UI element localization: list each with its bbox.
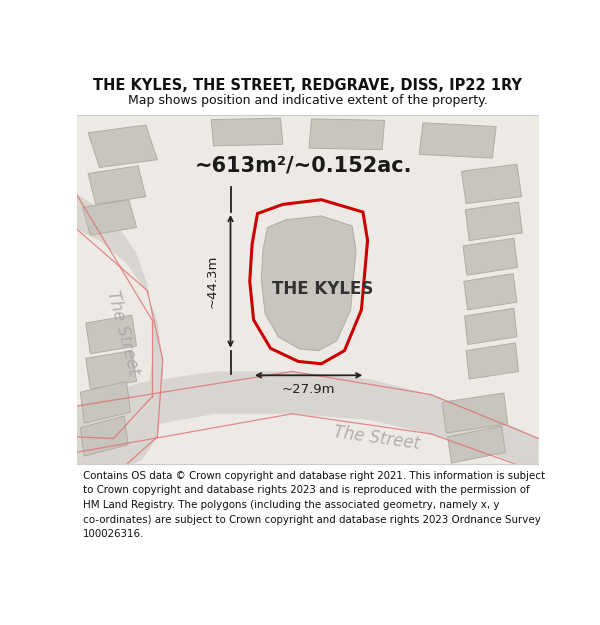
Polygon shape: [448, 426, 505, 463]
Text: co-ordinates) are subject to Crown copyright and database rights 2023 Ordnance S: co-ordinates) are subject to Crown copyr…: [83, 514, 541, 524]
Text: The Street: The Street: [103, 289, 143, 378]
Polygon shape: [464, 274, 517, 310]
Text: THE KYLES, THE STREET, REDGRAVE, DISS, IP22 1RY: THE KYLES, THE STREET, REDGRAVE, DISS, I…: [93, 78, 522, 93]
Polygon shape: [77, 194, 163, 468]
Text: to Crown copyright and database rights 2023 and is reproduced with the permissio: to Crown copyright and database rights 2…: [83, 486, 529, 496]
Polygon shape: [463, 238, 518, 275]
Polygon shape: [86, 351, 137, 389]
Polygon shape: [88, 166, 146, 204]
Polygon shape: [464, 308, 517, 344]
Polygon shape: [442, 393, 508, 433]
Polygon shape: [80, 416, 128, 456]
Polygon shape: [461, 164, 521, 204]
Bar: [77, 75, 539, 115]
Polygon shape: [466, 202, 523, 241]
Text: ~613m²/~0.152ac.: ~613m²/~0.152ac.: [195, 156, 412, 176]
Text: 100026316.: 100026316.: [83, 529, 144, 539]
Polygon shape: [88, 125, 157, 168]
Text: ~44.3m: ~44.3m: [206, 254, 218, 308]
Polygon shape: [419, 122, 496, 158]
Polygon shape: [466, 343, 518, 379]
Polygon shape: [309, 119, 385, 150]
Polygon shape: [80, 381, 130, 423]
Text: Contains OS data © Crown copyright and database right 2021. This information is : Contains OS data © Crown copyright and d…: [83, 471, 545, 481]
Text: The Street: The Street: [332, 424, 421, 453]
Polygon shape: [262, 216, 356, 351]
Polygon shape: [83, 200, 137, 235]
Polygon shape: [86, 315, 137, 354]
Polygon shape: [77, 371, 539, 472]
Text: HM Land Registry. The polygons (including the associated geometry, namely x, y: HM Land Registry. The polygons (includin…: [83, 500, 499, 510]
Bar: [77, 464, 539, 556]
Bar: [77, 115, 539, 464]
Polygon shape: [211, 118, 283, 146]
Text: ~27.9m: ~27.9m: [282, 382, 335, 396]
Text: THE KYLES: THE KYLES: [272, 280, 374, 298]
Polygon shape: [250, 200, 368, 364]
Text: Map shows position and indicative extent of the property.: Map shows position and indicative extent…: [128, 94, 487, 107]
